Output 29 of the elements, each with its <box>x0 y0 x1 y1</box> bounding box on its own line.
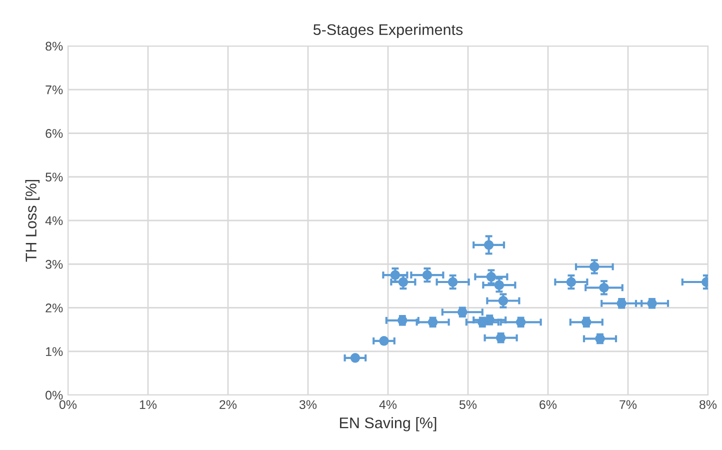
x-tick-label: 6% <box>540 400 557 410</box>
y-tick-label: 3% <box>46 260 63 269</box>
y-tick-label: 8% <box>46 42 63 51</box>
y-tick-label: 5% <box>46 172 63 182</box>
chart-title: 5-Stages Experiments <box>313 24 463 38</box>
x-axis-title: EN Saving [%] <box>340 417 436 432</box>
y-tick-label: 6% <box>46 129 63 138</box>
point <box>486 272 496 282</box>
x-tick-label: 5% <box>459 400 477 410</box>
y-tick-label: 0% <box>46 390 63 400</box>
y-tick-label: 1% <box>46 347 63 356</box>
point <box>448 277 458 287</box>
point <box>590 262 600 272</box>
x-tick-label: 8% <box>700 400 717 410</box>
x-tick-label: 2% <box>220 400 237 409</box>
point <box>599 282 609 293</box>
point <box>566 277 576 287</box>
x-tick-label: 3% <box>299 400 317 410</box>
point <box>422 270 432 280</box>
x-tick-label: 7% <box>620 400 637 409</box>
x-tick-label: 1% <box>140 400 157 409</box>
point <box>484 240 494 250</box>
x-tick-label: 4% <box>379 400 397 409</box>
y-tick-label: 4% <box>45 216 63 226</box>
y-tick-label: 7% <box>46 85 63 94</box>
point <box>379 336 389 346</box>
x-tick-label: 0% <box>59 400 77 410</box>
y-axis-title: TH Loss [%] <box>25 180 40 262</box>
y-tick-label: 2% <box>46 304 63 312</box>
